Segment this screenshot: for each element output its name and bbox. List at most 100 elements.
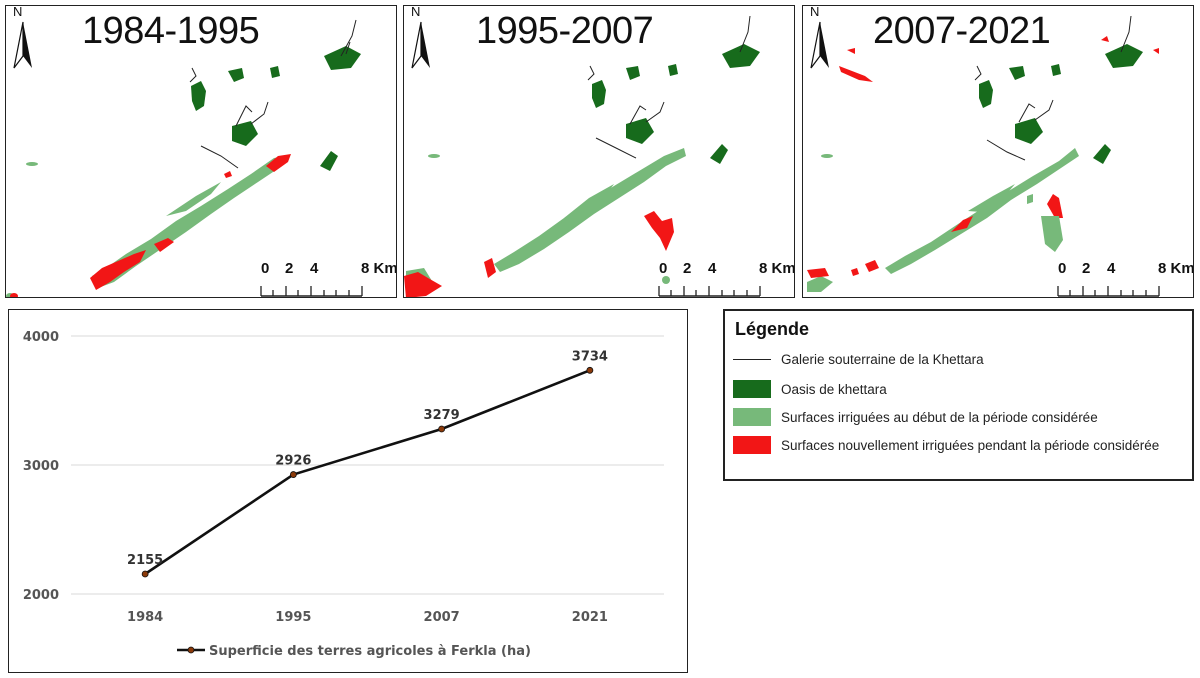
y-tick-label: 3000: [23, 459, 59, 474]
chart-legend-label: Superficie des terres agricoles à Ferkla…: [209, 644, 531, 659]
north-label: N: [411, 5, 421, 19]
new-irrigated-area: [847, 48, 855, 54]
oasis-swatch: [733, 380, 771, 398]
oasis-patch: [668, 64, 678, 76]
legend-label: Surfaces nouvellement irriguées pendant …: [781, 437, 1160, 453]
north-label: N: [810, 5, 820, 19]
new-irrigated-area: [865, 260, 879, 272]
scale-label: 4: [310, 260, 319, 277]
new-irrigated-area: [1047, 194, 1063, 218]
legend-title: Légende: [735, 319, 810, 339]
legend-item-oasis: Oasis de khettara: [733, 379, 887, 399]
map-panel-2007-2021: 2007-2021 N 0 2 4 8 Km: [802, 5, 1194, 298]
oasis-patch: [270, 66, 280, 78]
scale-label: 2: [285, 260, 294, 277]
irrigated-band: [166, 182, 221, 216]
y-tick-label: 2000: [23, 588, 59, 603]
irrigated-patch: [428, 154, 440, 158]
new-irrigated-area: [807, 268, 829, 278]
scale-label: 0: [1058, 260, 1067, 277]
data-point: [438, 425, 446, 433]
scale-label: 0: [659, 260, 668, 277]
scale-label: 0: [261, 260, 270, 277]
north-label: N: [13, 5, 23, 19]
new-irrigated-area: [90, 250, 146, 290]
oasis-patch: [722, 44, 760, 68]
scale-label: 4: [708, 260, 717, 277]
legend-label: Surfaces irriguées au début de la périod…: [781, 409, 1098, 425]
data-label: 2155: [127, 553, 163, 568]
y-tick-label: 4000: [23, 330, 59, 345]
oasis-patch: [979, 80, 993, 108]
irrigated-patch: [1027, 194, 1033, 204]
oasis-patch: [324, 46, 361, 70]
scale-label: 8 Km: [1158, 260, 1194, 277]
oasis-patch: [710, 144, 728, 164]
irrigated-start-swatch: [733, 408, 771, 426]
oasis-patch: [191, 81, 206, 111]
data-label: 3734: [572, 349, 608, 364]
data-label: 3279: [424, 408, 460, 423]
oasis-patch: [626, 118, 654, 144]
scale-label: 8 Km: [361, 260, 397, 277]
new-irrigated-area: [224, 171, 232, 178]
oasis-patch: [1105, 44, 1143, 68]
oasis-patch: [232, 121, 258, 146]
map-title: 1984-1995: [82, 10, 260, 52]
new-irrigated-area: [851, 268, 859, 276]
x-tick-label: 2007: [424, 610, 460, 625]
oasis-patch: [320, 151, 338, 171]
new-irrigated-area: [484, 258, 496, 278]
gallery-lines: [974, 15, 1132, 161]
irrigated-band: [494, 148, 686, 272]
new-irrigated-area: [154, 238, 174, 252]
data-point: [289, 471, 297, 478]
scale-label: 8 Km: [759, 260, 795, 277]
irrigated-patch: [662, 276, 670, 284]
line-chart-panel: 2000 3000 4000 1984 1995 2007 2021 2155 2926 3279…: [8, 309, 688, 673]
gallery-lines: [587, 15, 751, 159]
new-irrigated-area: [404, 272, 442, 297]
oasis-patch: [1009, 66, 1025, 80]
map-panel-1995-2007: 1995-2007 N 0 2 4 8 Km: [403, 5, 795, 298]
data-label: 2926: [275, 454, 311, 469]
series-line: [144, 369, 591, 576]
new-irrigated-area: [839, 66, 873, 82]
oasis-patch: [626, 66, 640, 80]
gallery-lines: [189, 19, 357, 169]
x-tick-label: 2021: [572, 610, 608, 625]
irrigated-patch: [26, 162, 38, 166]
map-panel-1984-1995: 1984-1995 N 0 2 4 8 Km: [5, 5, 397, 298]
new-irrigated-area: [266, 154, 291, 172]
scale-label: 2: [1082, 260, 1091, 277]
irrigated-patch: [1041, 216, 1063, 252]
data-point: [141, 570, 149, 578]
map-canvas: [404, 15, 760, 297]
legend-marker: [187, 646, 195, 654]
map-title: 2007-2021: [873, 10, 1051, 52]
map-canvas: [807, 15, 1159, 292]
oasis-patch: [228, 68, 244, 82]
line-chart: 2000 3000 4000 1984 1995 2007 2021 2155 2926 3279…: [23, 330, 664, 659]
gallery-line-swatch: [733, 358, 771, 360]
new-irrigated-area: [644, 211, 674, 251]
new-irrigated-area: [1101, 36, 1109, 42]
legend-label: Galerie souterraine de la Khettara: [781, 351, 984, 367]
oasis-patch: [1051, 64, 1061, 76]
x-tick-label: 1984: [127, 610, 163, 625]
new-irrigated-area: [1153, 48, 1159, 54]
legend-item-gallery: Galerie souterraine de la Khettara: [733, 349, 984, 369]
irrigated-band: [968, 184, 1015, 212]
legend-panel: Légende Galerie souterraine de la Khetta…: [723, 309, 1194, 481]
data-point: [586, 366, 594, 374]
scale-label: 2: [683, 260, 692, 277]
irrigated-band: [564, 184, 614, 218]
legend-item-newly-irrigated: Surfaces nouvellement irriguées pendant …: [733, 435, 1159, 455]
legend-label: Oasis de khettara: [781, 381, 887, 397]
oasis-patch: [1015, 118, 1043, 144]
legend-item-irrigated-start: Surfaces irriguées au début de la périod…: [733, 407, 1098, 427]
newly-irrigated-swatch: [733, 436, 771, 454]
map-title: 1995-2007: [476, 10, 654, 52]
new-patch: [10, 293, 18, 297]
scale-label: 4: [1107, 260, 1116, 277]
